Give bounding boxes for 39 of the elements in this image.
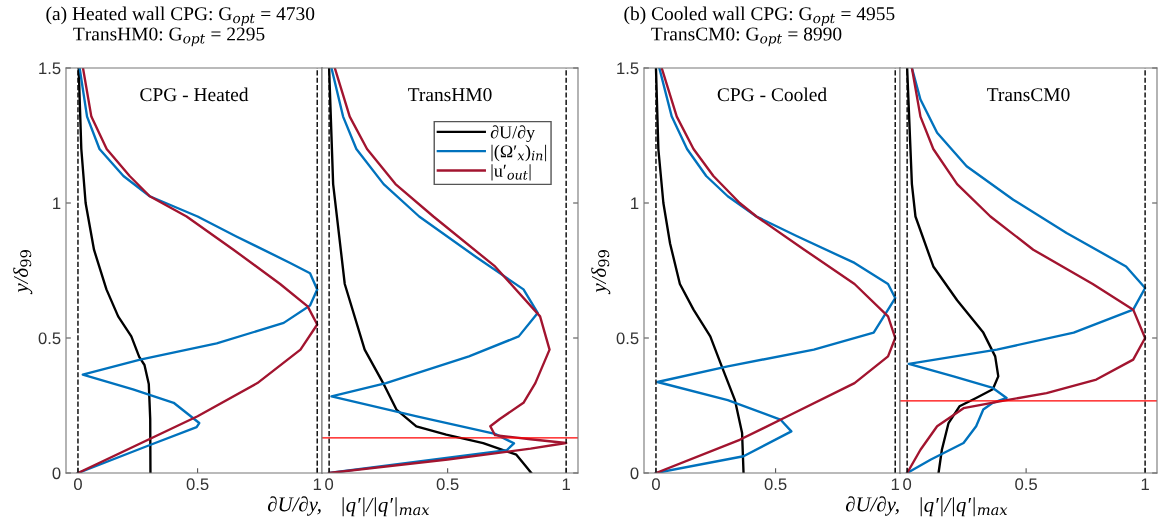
line-series [654, 68, 897, 473]
text: CPG - Heated [140, 87, 249, 102]
y-tick-label: 0.5 [616, 332, 639, 345]
x-axis-title: |q′|/|q′|$_{max}$ [342, 497, 430, 517]
text: (b) Cooled wall CPG: G$_{opt}$ = 4955 [624, 6, 895, 26]
y-tick-label: 1 [631, 197, 639, 210]
x-tick-label: 0 [325, 478, 334, 491]
x-tick-label: 1 [1141, 478, 1149, 490]
y-axis-title: y/δ$_{99}$ [591, 250, 611, 295]
x-tick-label: 1 [562, 478, 570, 490]
x-tick-label: 0.5 [1015, 478, 1038, 491]
y-tick-label: 1.5 [617, 62, 639, 75]
text: TransCM0 [987, 88, 1070, 102]
line-series [76, 68, 319, 473]
text: CPG - Cooled [717, 87, 827, 102]
x-axis-title: ∂U/∂y, [845, 496, 899, 516]
x-tick-label: 0.5 [764, 478, 787, 491]
text: TransHM0: G$_{opt}$ = 2295 [73, 27, 265, 47]
y-axis-title: y/δ$_{99}$ [13, 250, 33, 295]
x-tick-label: 1 [891, 478, 900, 490]
text: (a) Heated wall CPG: G$_{opt}$ = 4730 [46, 6, 315, 26]
x-tick-label: 0 [651, 478, 660, 491]
x-tick-label: 0.5 [186, 478, 209, 491]
x-axis-title: |q′|/|q′|$_{max}$ [920, 497, 1008, 517]
y-tick-label: 1 [53, 197, 61, 210]
y-tick-label: 0 [52, 467, 61, 480]
y-tick-label: 0 [630, 467, 639, 480]
legend-label: |u′$_{out}$| [491, 164, 531, 181]
text: TransCM0: G$_{opt}$ = 8990 [651, 27, 842, 47]
x-tick-label: 0.5 [436, 478, 459, 491]
legend-label: |(Ω′$_{x}$)$_{in}$| [491, 144, 547, 162]
legend-label: ∂U/∂y [490, 125, 536, 143]
x-tick-label: 0 [903, 478, 912, 491]
x-axis-title: ∂U/∂y, [267, 496, 321, 516]
y-tick-label: 1.5 [39, 62, 61, 75]
x-tick-label: 1 [313, 478, 322, 490]
text: TransHM0 [408, 88, 492, 102]
y-tick-label: 0.5 [38, 332, 61, 345]
x-tick-label: 0 [73, 478, 82, 491]
